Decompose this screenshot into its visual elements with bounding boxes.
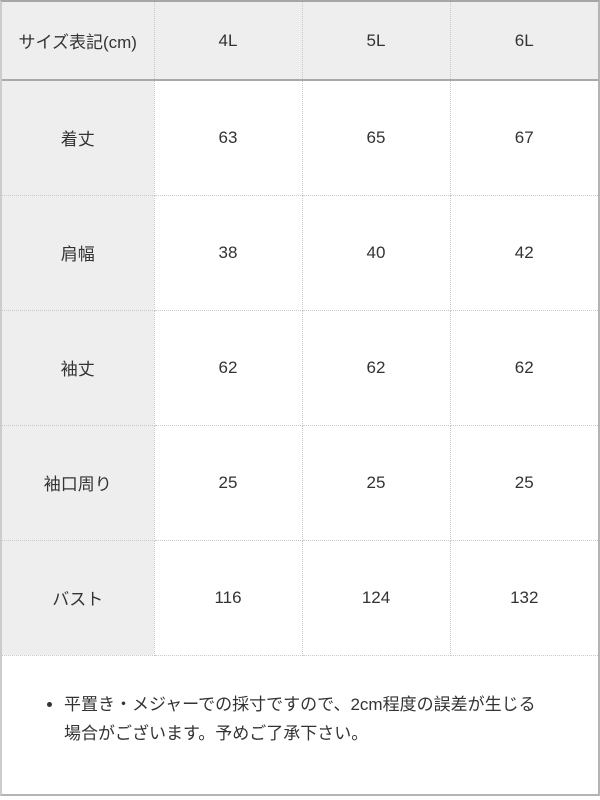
- table-cell: 25: [154, 425, 303, 541]
- table-cell: 40: [302, 195, 451, 311]
- row-label-bust: バスト: [2, 540, 155, 656]
- row-label-body-length: 着丈: [2, 80, 155, 196]
- table-row-shoulder-width: 肩幅 38 40 42: [2, 195, 598, 311]
- measurement-notes-section: 平置き・メジャーでの採寸ですので、2cm程度の誤差が生じる場合がございます。予め…: [2, 656, 598, 748]
- header-cell-size-4l: 4L: [154, 2, 303, 81]
- size-table-header-row: サイズ表記(cm) 4L 5L 6L: [2, 2, 598, 81]
- table-cell: 62: [154, 310, 303, 426]
- table-cell: 65: [302, 80, 451, 196]
- notes-list: 平置き・メジャーでの採寸ですので、2cm程度の誤差が生じる場合がございます。予め…: [48, 690, 564, 748]
- table-row-cuff-circumference: 袖口周り 25 25 25: [2, 425, 598, 541]
- table-cell: 25: [302, 425, 451, 541]
- table-cell: 62: [302, 310, 451, 426]
- row-label-sleeve-length: 袖丈: [2, 310, 155, 426]
- table-cell: 62: [450, 310, 598, 426]
- size-table: サイズ表記(cm) 4L 5L 6L 着丈 63 65 67 肩幅 38 40 …: [2, 2, 598, 656]
- header-cell-size-5l: 5L: [302, 2, 451, 81]
- table-cell: 25: [450, 425, 598, 541]
- table-cell: 116: [154, 540, 303, 656]
- table-cell: 124: [302, 540, 451, 656]
- header-cell-size-notation: サイズ表記(cm): [2, 2, 155, 81]
- header-cell-size-6l: 6L: [450, 2, 598, 81]
- table-row-sleeve-length: 袖丈 62 62 62: [2, 310, 598, 426]
- table-row-bust: バスト 116 124 132: [2, 540, 598, 656]
- table-row-body-length: 着丈 63 65 67: [2, 80, 598, 196]
- table-cell: 132: [450, 540, 598, 656]
- table-cell: 42: [450, 195, 598, 311]
- row-label-cuff-circumference: 袖口周り: [2, 425, 155, 541]
- table-cell: 63: [154, 80, 303, 196]
- row-label-shoulder-width: 肩幅: [2, 195, 155, 311]
- table-cell: 38: [154, 195, 303, 311]
- table-cell: 67: [450, 80, 598, 196]
- note-item-measurement-disclaimer: 平置き・メジャーでの採寸ですので、2cm程度の誤差が生じる場合がございます。予め…: [64, 690, 536, 748]
